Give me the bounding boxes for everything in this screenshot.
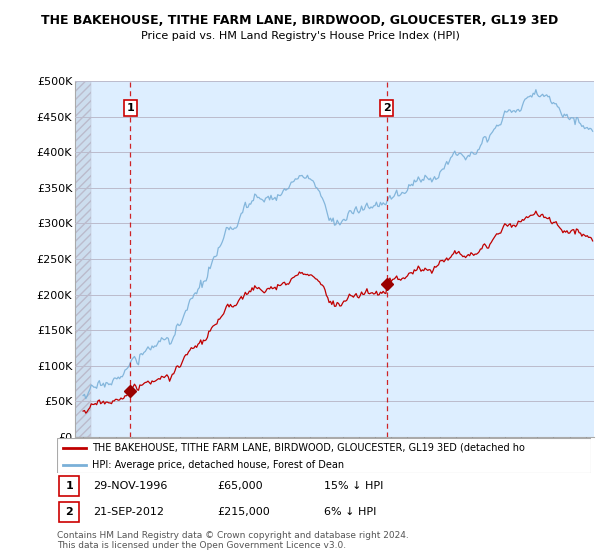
Text: HPI: Average price, detached house, Forest of Dean: HPI: Average price, detached house, Fore… bbox=[92, 460, 344, 470]
Text: 29-NOV-1996: 29-NOV-1996 bbox=[94, 481, 167, 491]
FancyBboxPatch shape bbox=[59, 477, 79, 496]
Text: 15% ↓ HPI: 15% ↓ HPI bbox=[324, 481, 383, 491]
Text: 21-SEP-2012: 21-SEP-2012 bbox=[94, 507, 164, 517]
Text: £215,000: £215,000 bbox=[217, 507, 270, 517]
Text: 1: 1 bbox=[127, 103, 134, 113]
Text: 1: 1 bbox=[65, 481, 73, 491]
Text: THE BAKEHOUSE, TITHE FARM LANE, BIRDWOOD, GLOUCESTER, GL19 3ED (detached ho: THE BAKEHOUSE, TITHE FARM LANE, BIRDWOOD… bbox=[92, 443, 524, 453]
Text: £65,000: £65,000 bbox=[217, 481, 263, 491]
Text: THE BAKEHOUSE, TITHE FARM LANE, BIRDWOOD, GLOUCESTER, GL19 3ED: THE BAKEHOUSE, TITHE FARM LANE, BIRDWOOD… bbox=[41, 14, 559, 27]
Text: Price paid vs. HM Land Registry's House Price Index (HPI): Price paid vs. HM Land Registry's House … bbox=[140, 31, 460, 41]
Text: 6% ↓ HPI: 6% ↓ HPI bbox=[324, 507, 376, 517]
Text: Contains HM Land Registry data © Crown copyright and database right 2024.
This d: Contains HM Land Registry data © Crown c… bbox=[57, 531, 409, 550]
FancyBboxPatch shape bbox=[59, 502, 79, 521]
Text: 2: 2 bbox=[383, 103, 391, 113]
Bar bbox=[75, 81, 91, 437]
Text: 2: 2 bbox=[65, 507, 73, 517]
